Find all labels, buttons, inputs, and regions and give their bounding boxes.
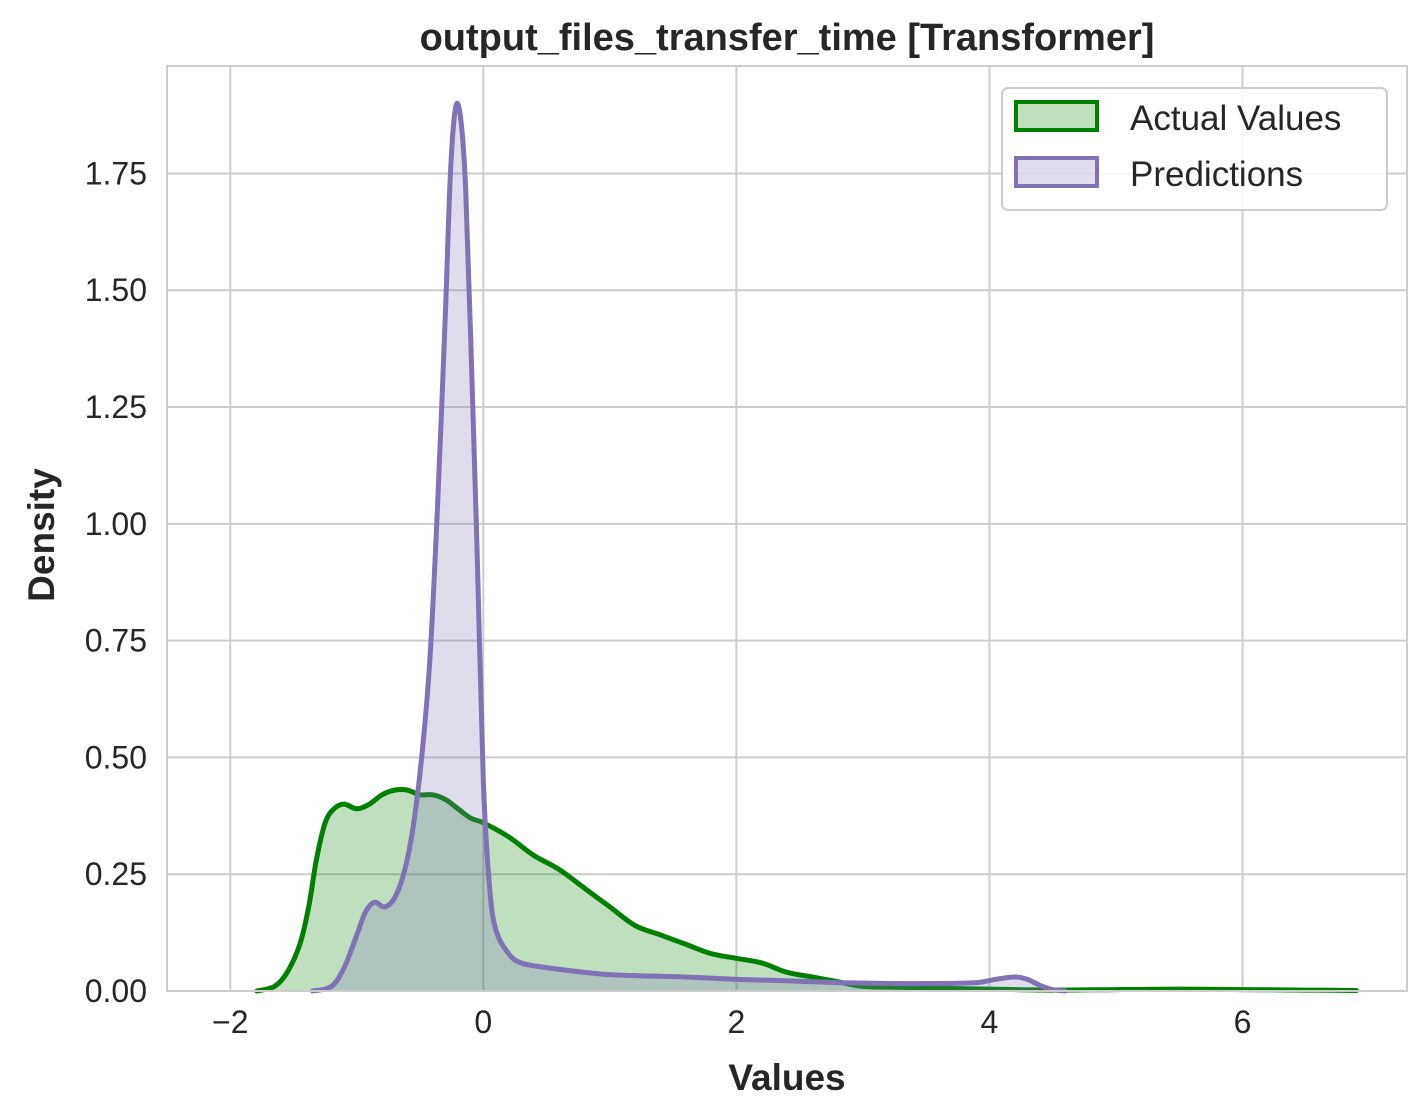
chart-title: output_files_transfer_time [Transformer] xyxy=(420,17,1155,59)
x-axis-label: Values xyxy=(728,1057,845,1098)
series-area-actual-values xyxy=(256,789,1357,991)
legend: Actual Values Predictions xyxy=(1001,87,1388,211)
legend-label-actual-values: Actual Values xyxy=(1130,99,1341,138)
series-line-actual-values xyxy=(254,787,1359,994)
series-area-predictions xyxy=(312,103,1066,991)
x-tick-label: −2 xyxy=(212,1004,248,1040)
series-line-predictions xyxy=(310,100,1068,994)
x-tick-label: 6 xyxy=(1234,1004,1252,1040)
x-tick-label: 2 xyxy=(727,1004,745,1040)
legend-swatch-actual-values xyxy=(1014,100,1099,132)
y-tick-label: 0.25 xyxy=(85,856,147,892)
y-axis-label: Density xyxy=(21,468,62,602)
y-tick-label: 1.50 xyxy=(85,272,147,308)
series-layer xyxy=(254,100,1359,994)
x-tick-label: 4 xyxy=(981,1004,999,1040)
y-tick-label: 1.25 xyxy=(85,389,147,425)
y-tick-label: 1.75 xyxy=(85,155,147,191)
y-tick-label: 0.00 xyxy=(85,973,147,1009)
legend-swatch-predictions xyxy=(1014,156,1099,188)
y-axis-ticks: 0.00 0.25 0.50 0.75 1.00 1.25 1.50 1.75 xyxy=(85,155,147,1009)
x-axis-ticks: −2 0 2 4 6 xyxy=(212,1004,1251,1040)
x-tick-label: 0 xyxy=(474,1004,492,1040)
y-tick-label: 0.50 xyxy=(85,739,147,775)
plot-frame xyxy=(166,65,1408,992)
grid xyxy=(167,66,1407,992)
y-tick-label: 1.00 xyxy=(85,506,147,542)
legend-label-predictions: Predictions xyxy=(1130,155,1303,194)
y-tick-label: 0.75 xyxy=(85,623,147,659)
